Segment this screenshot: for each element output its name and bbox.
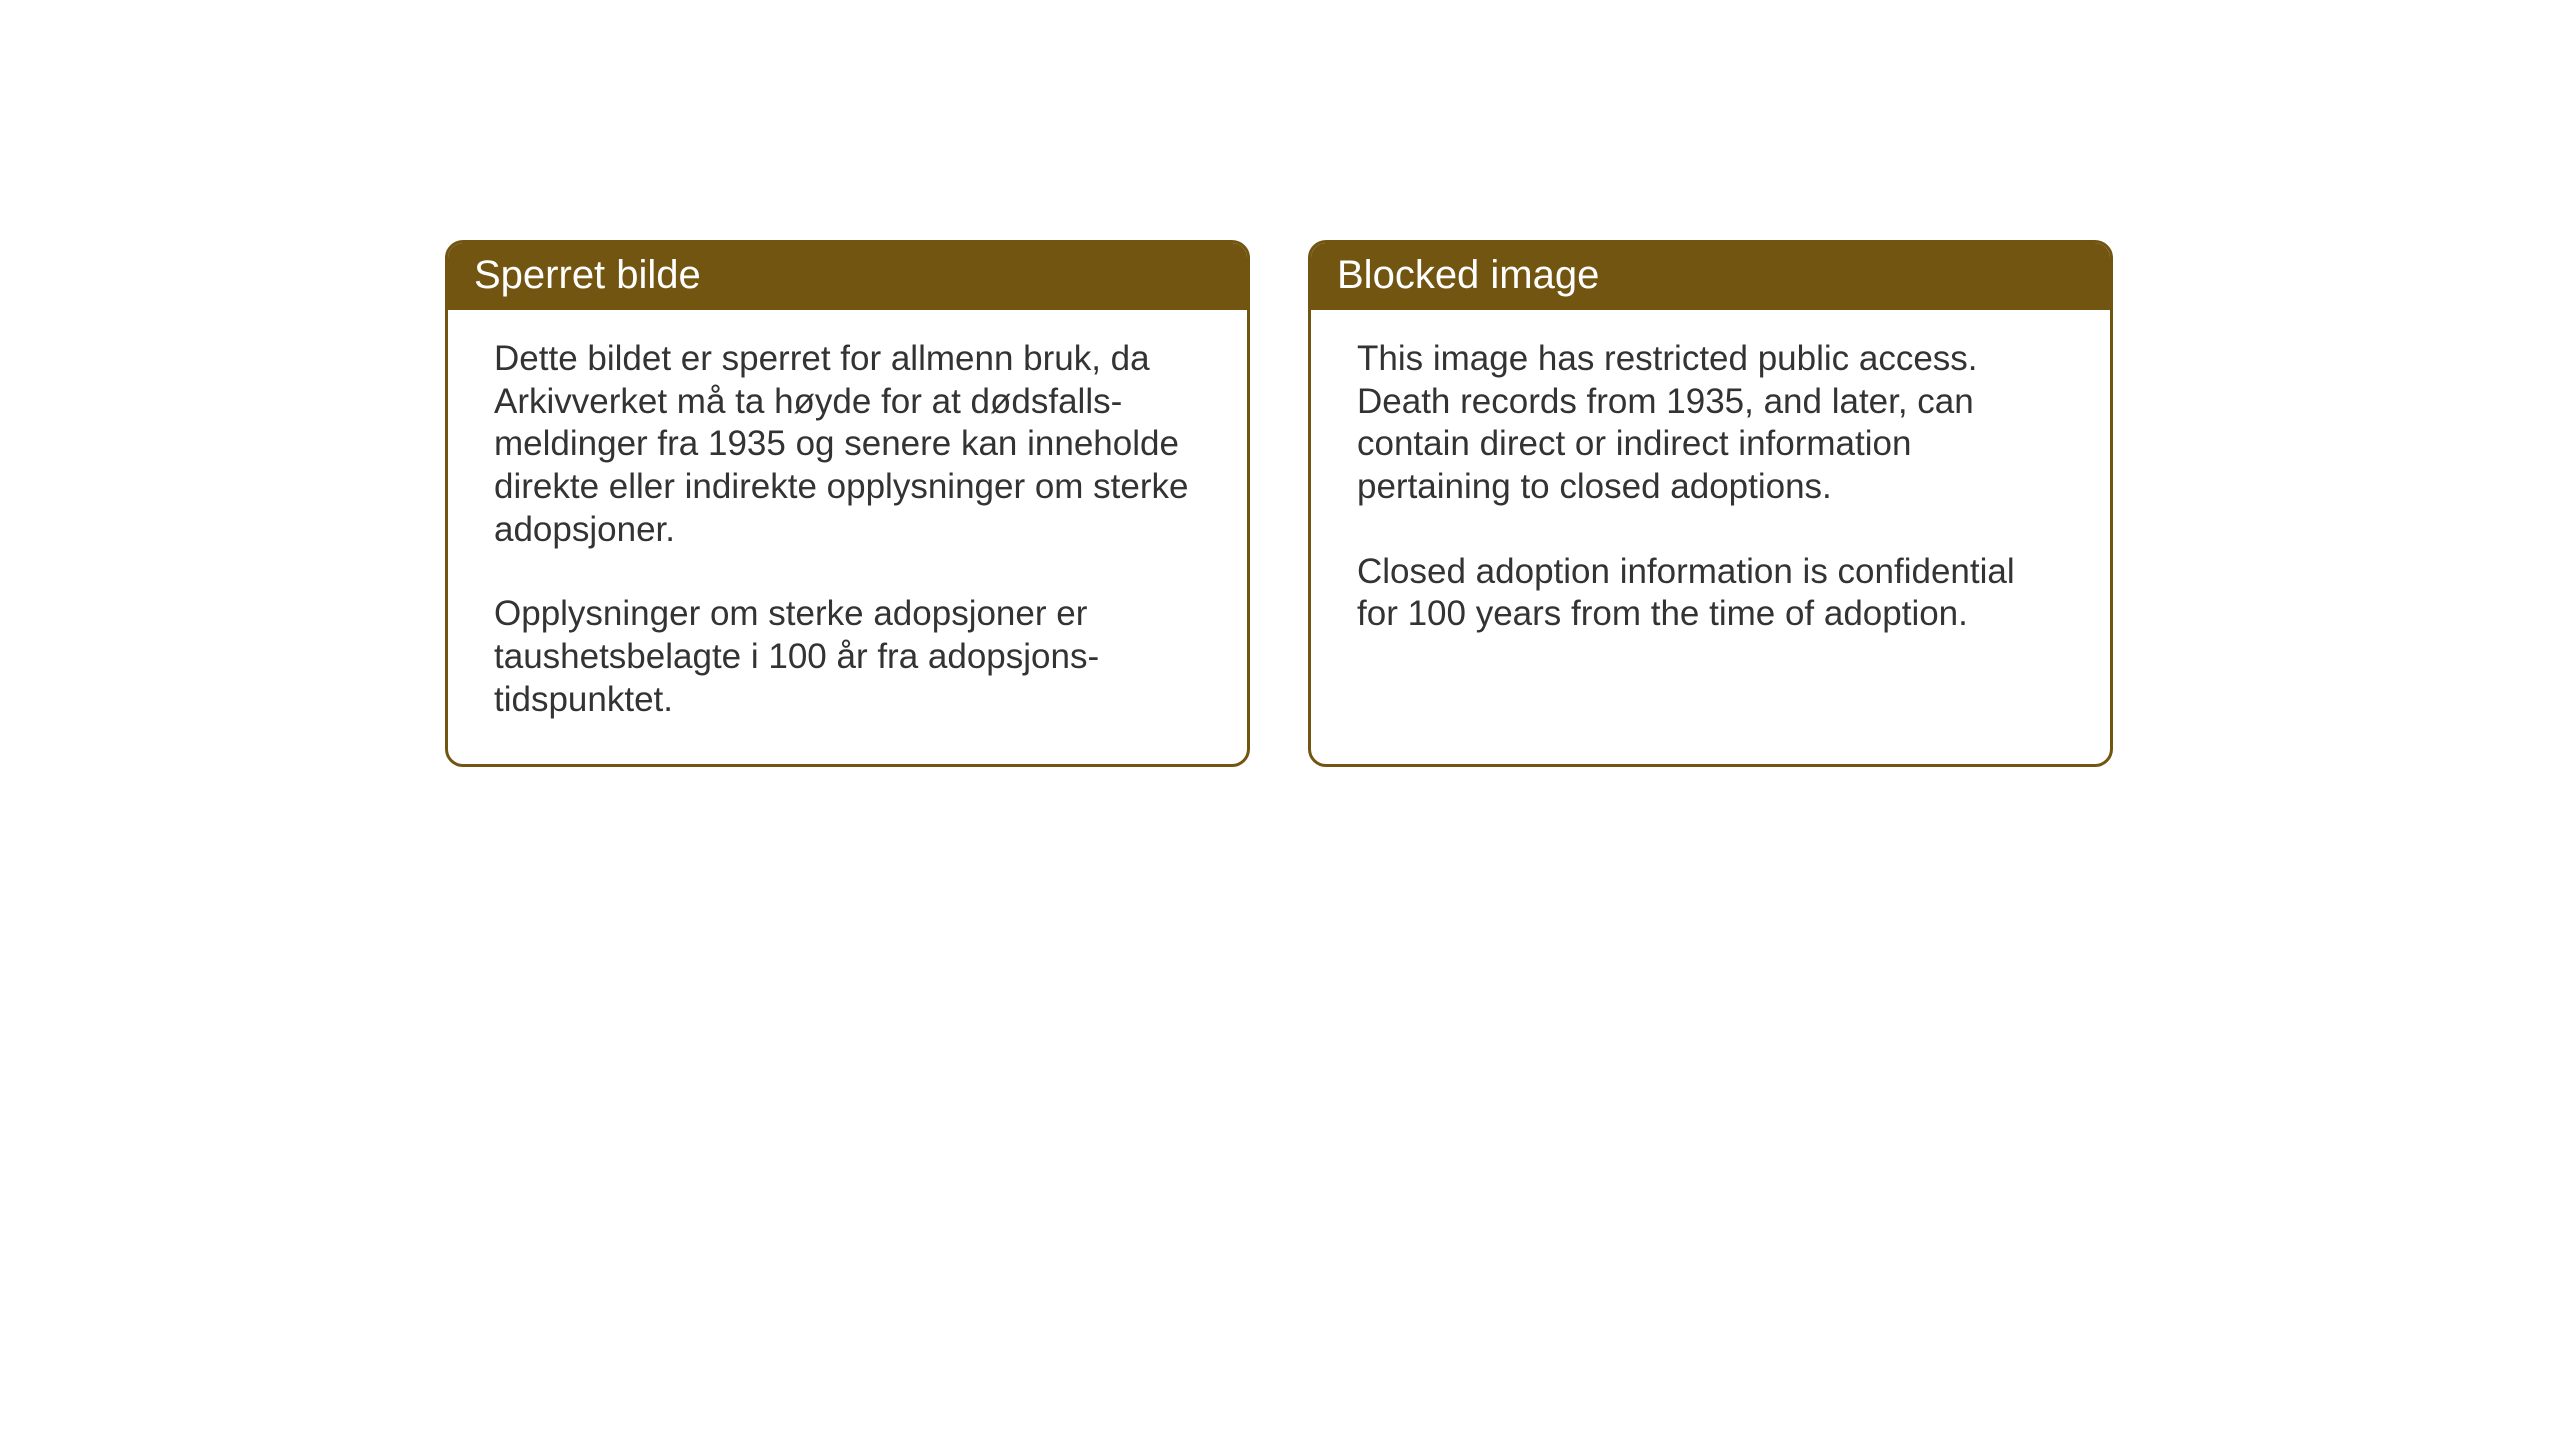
card-paragraph: This image has restricted public access.…: [1357, 338, 2064, 509]
notice-card-english: Blocked image This image has restricted …: [1308, 240, 2113, 767]
card-body: Dette bildet er sperret for allmenn bruk…: [448, 310, 1247, 764]
card-header: Sperret bilde: [448, 243, 1247, 310]
notice-container: Sperret bilde Dette bildet er sperret fo…: [445, 240, 2113, 767]
card-title: Blocked image: [1337, 253, 1599, 297]
card-paragraph: Opplysninger om sterke adopsjoner er tau…: [494, 593, 1201, 721]
card-paragraph: Closed adoption information is confident…: [1357, 551, 2064, 636]
card-title: Sperret bilde: [474, 253, 701, 297]
card-header: Blocked image: [1311, 243, 2110, 310]
card-body: This image has restricted public access.…: [1311, 310, 2110, 678]
notice-card-norwegian: Sperret bilde Dette bildet er sperret fo…: [445, 240, 1250, 767]
card-paragraph: Dette bildet er sperret for allmenn bruk…: [494, 338, 1201, 551]
